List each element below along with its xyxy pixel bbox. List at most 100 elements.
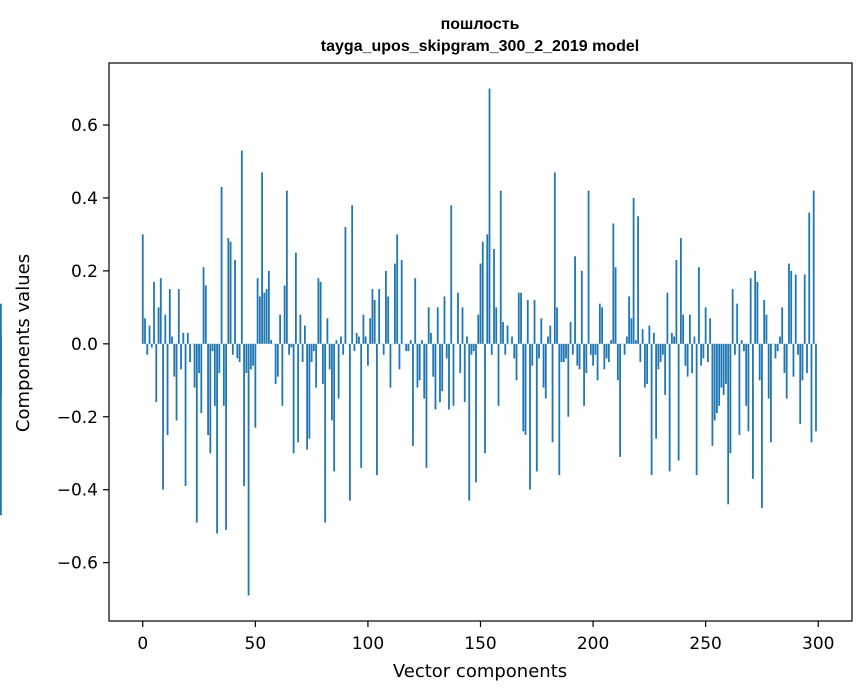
bar-component-102 <box>372 289 374 344</box>
bar-component-132 <box>439 344 441 402</box>
bar-component-162 <box>507 326 509 344</box>
bar-component-35 <box>221 187 223 344</box>
bar-component-78 <box>317 278 319 344</box>
bar-component-247 <box>698 267 700 344</box>
bar-component-180 <box>547 337 549 344</box>
bar-component-63 <box>284 285 286 343</box>
bar-component-299 <box>815 344 817 432</box>
bar-component-138 <box>453 344 455 406</box>
bar-component-187 <box>563 344 565 362</box>
bar-component-114 <box>399 344 401 370</box>
bar-component-293 <box>802 344 804 380</box>
bar-component-159 <box>500 191 502 344</box>
bar-component-88 <box>340 337 342 344</box>
bar-component-undefined <box>0 304 2 344</box>
bar-component-120 <box>412 344 414 446</box>
bar-component-92 <box>349 344 351 501</box>
bar-component-140 <box>457 293 459 344</box>
bar-component-253 <box>712 344 714 446</box>
bar-component-161 <box>504 344 506 355</box>
bar-component-122 <box>417 344 419 388</box>
bar-component-16 <box>178 289 180 344</box>
bar-component-62 <box>281 344 283 406</box>
bar-component-296 <box>808 213 810 344</box>
bar-component-208 <box>610 340 612 344</box>
bar-component-17 <box>180 344 182 370</box>
bar-component-206 <box>606 344 608 359</box>
bar-component-2 <box>146 344 148 355</box>
bar-component-288 <box>790 271 792 344</box>
bar-component-212 <box>619 344 621 457</box>
bar-component-27 <box>203 267 205 344</box>
bar-component-100 <box>367 344 369 366</box>
bar-component-151 <box>482 242 484 344</box>
y-axis: −0.6−0.4−0.20.00.20.40.6 <box>57 116 109 574</box>
bar-component-232 <box>664 344 666 395</box>
bar-component-264 <box>736 304 738 344</box>
bar-component-108 <box>385 271 387 344</box>
bar-component-231 <box>662 344 664 355</box>
bar-component-294 <box>804 275 806 344</box>
x-tick-label: 0 <box>137 634 148 654</box>
bar-component-133 <box>441 344 443 391</box>
bar-component-289 <box>793 344 795 377</box>
bar-component-179 <box>545 344 547 399</box>
bar-component-71 <box>302 344 304 362</box>
bar-component-36 <box>223 344 225 406</box>
chart-title: пошлость <box>441 16 520 33</box>
bar-component-281 <box>775 344 777 359</box>
bar-component-90 <box>345 227 347 344</box>
bar-component-110 <box>390 344 392 388</box>
bar-component-228 <box>655 344 657 439</box>
bar-component-268 <box>745 344 747 406</box>
bar-component-48 <box>250 344 252 370</box>
bar-component-28 <box>205 285 207 343</box>
bar-component-241 <box>684 344 686 366</box>
bar-component-137 <box>450 205 452 344</box>
bar-component-141 <box>459 344 461 373</box>
bar-component-43 <box>239 344 241 362</box>
bar-component-199 <box>590 344 592 355</box>
bar-component-275 <box>761 344 763 508</box>
bar-component-157 <box>495 307 497 343</box>
bar-component-174 <box>534 300 536 344</box>
chart-subtitle: tayga_upos_skipgram_300_2_2019 model <box>321 38 639 55</box>
bar-component-83 <box>329 344 331 370</box>
bar-component-81 <box>324 344 326 523</box>
bar-component-56 <box>268 271 270 344</box>
bar-component-104 <box>376 344 378 475</box>
bar-component-233 <box>666 293 668 344</box>
bar-component-145 <box>468 344 470 501</box>
bar-component-284 <box>781 307 783 343</box>
bar-component-276 <box>763 300 765 344</box>
x-axis-label: Vector components <box>393 661 567 682</box>
bar-component-220 <box>637 216 639 344</box>
bar-component-225 <box>648 326 650 344</box>
bar-component-196 <box>583 344 585 406</box>
bar-component-249 <box>703 344 705 359</box>
bar-component-238 <box>678 344 680 461</box>
bar-component-66 <box>290 344 292 348</box>
bar-component-282 <box>777 344 779 351</box>
bar-component-279 <box>770 344 772 442</box>
bar-component-57 <box>270 340 272 344</box>
bar-component-67 <box>293 344 295 453</box>
bar-component-202 <box>597 344 599 380</box>
bar-component-262 <box>732 289 734 344</box>
bar-component-236 <box>673 337 675 344</box>
bar-component-259 <box>725 344 727 384</box>
bar-component-85 <box>333 344 335 472</box>
bar-component-207 <box>608 344 610 362</box>
bar-component-20 <box>187 333 189 344</box>
bar-component-169 <box>522 344 524 432</box>
bar-component-117 <box>405 344 407 351</box>
bar-component-240 <box>682 315 684 344</box>
bar-component-70 <box>299 315 301 344</box>
bar-component-147 <box>473 344 475 351</box>
bar-component-285 <box>784 344 786 373</box>
bar-component-181 <box>549 326 551 344</box>
bar-component-155 <box>491 344 493 355</box>
bar-component-69 <box>297 344 299 442</box>
bar-component-261 <box>730 344 732 453</box>
bar-component-97 <box>360 344 362 468</box>
